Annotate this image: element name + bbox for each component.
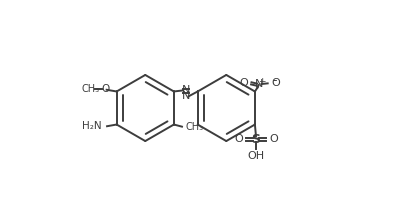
Text: O: O <box>234 134 243 145</box>
Text: CH₃: CH₃ <box>81 84 100 94</box>
Text: -: - <box>273 74 277 87</box>
Text: N: N <box>181 85 190 95</box>
Text: H₂N: H₂N <box>82 121 102 131</box>
Text: CH₃: CH₃ <box>186 122 204 132</box>
Text: O: O <box>239 78 248 88</box>
Text: O: O <box>271 78 280 88</box>
Text: +: + <box>258 77 266 86</box>
Text: N: N <box>255 79 263 89</box>
Text: O: O <box>101 84 109 94</box>
Text: S: S <box>252 133 260 146</box>
Text: N: N <box>182 91 190 101</box>
Text: O: O <box>269 134 278 145</box>
Text: OH: OH <box>247 151 265 161</box>
